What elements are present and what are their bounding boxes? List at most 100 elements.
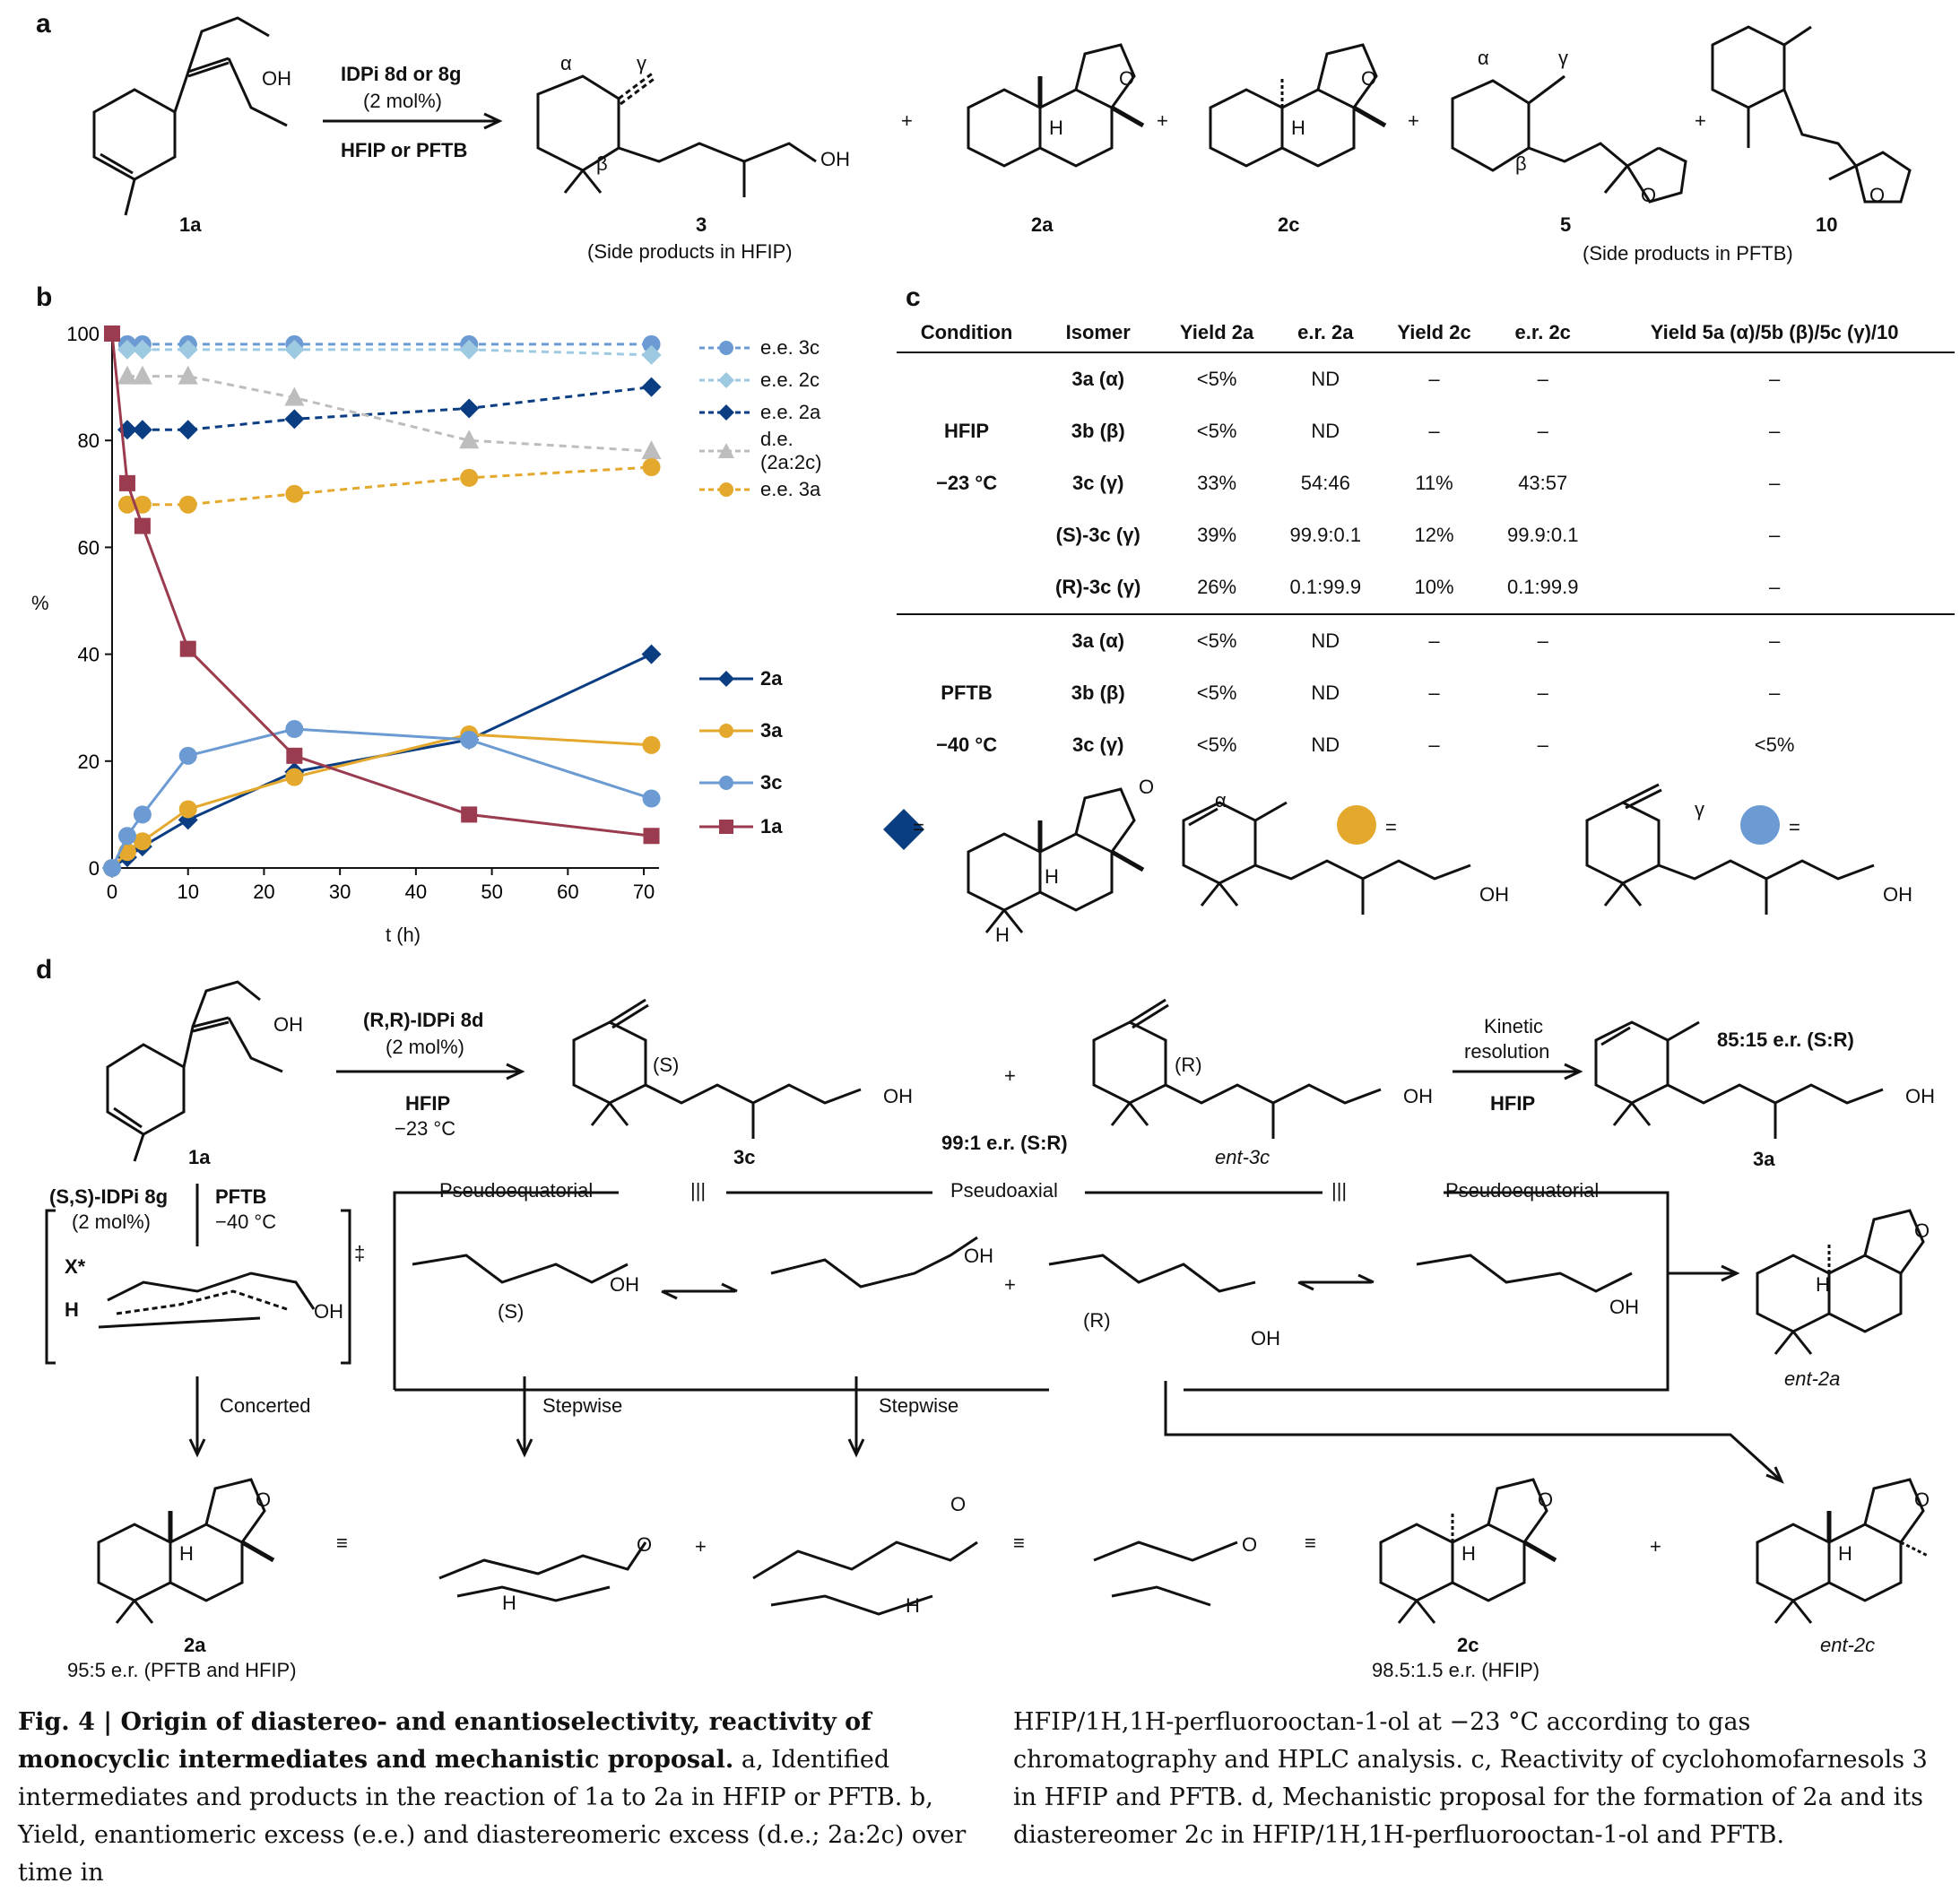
data-point — [118, 474, 135, 491]
plus-2: + — [1157, 109, 1168, 132]
x-tick-label: 70 — [633, 881, 655, 903]
x-tick-label: 20 — [253, 881, 274, 903]
plus-4: + — [1695, 109, 1706, 132]
legend-item-ee3c: e.e. 3c — [699, 332, 879, 364]
x-tick-label: 40 — [405, 881, 427, 903]
series-3c — [103, 720, 661, 877]
note-10: (Side products in PFTB) — [1583, 242, 1793, 265]
data-point — [133, 495, 152, 514]
table-cell-condition — [897, 509, 1036, 561]
data-point — [461, 806, 478, 823]
data-point — [284, 386, 305, 406]
table-body: 3a (α) <5% ND – – – HFIP 3b (β) <5% ND – – – −23 °C 3c… — [897, 352, 1955, 771]
d-label-3a: 3a — [1753, 1148, 1775, 1170]
d-h-ent2c: H — [1838, 1542, 1852, 1565]
data-point — [460, 730, 479, 749]
series-line — [126, 465, 652, 507]
data-point — [642, 458, 661, 476]
data-point — [133, 805, 152, 824]
d-label-3c: 3c — [733, 1146, 756, 1168]
d-reagent1-amt: (2 mol%) — [386, 1036, 465, 1058]
data-point — [641, 440, 662, 460]
th-isomer: Isomer — [1065, 321, 1131, 343]
data-point — [104, 325, 120, 342]
table-cell: 3a (α) — [1071, 629, 1125, 652]
table-cell: <5% — [1196, 733, 1237, 756]
plus-1: + — [901, 109, 913, 132]
d-label-2a: 2a — [184, 1634, 206, 1656]
time-course-chart: 0 20 40 60 80 100 0 10 20 30 40 50 60 70 — [66, 323, 662, 903]
legend-label-ee2a: e.e. 2a — [760, 401, 821, 423]
table-cell: 10% — [1414, 576, 1454, 598]
d-h-2a: H — [179, 1542, 194, 1565]
caption-right: HFIP/1H,1H-perfluorooctan-1-ol at −23 °C… — [1013, 1708, 1928, 1849]
legend-item-de: d.e. (2a:2c) — [699, 428, 879, 473]
d-pseudo-ax: Pseudoaxial — [950, 1179, 1058, 1202]
chart-series — [102, 325, 662, 878]
table-cell-condition — [897, 561, 1036, 614]
legend-label-1a: 1a — [760, 815, 783, 838]
x-tick-label: 50 — [481, 881, 502, 903]
d-plus-2: + — [1004, 1273, 1016, 1296]
d-conf-oh-2: OH — [964, 1245, 993, 1267]
d-equiv-2: ||| — [1331, 1179, 1348, 1202]
data-point — [117, 365, 137, 385]
data-point — [117, 495, 136, 514]
legend-label-ee3c: e.e. 3c — [760, 336, 820, 359]
table-cell: 99.9:0.1 — [1289, 524, 1362, 546]
table-row: (S)-3c (γ) 39% 99.9:0.1 12% 99.9:0.1 – — [897, 509, 1955, 561]
data-point — [284, 409, 305, 430]
table-cell: 3c (γ) — [1071, 472, 1124, 494]
table-cell: ND — [1311, 733, 1340, 756]
reagent-line1: IDPi 8d or 8g — [341, 63, 462, 85]
d-ts-x: X* — [65, 1255, 86, 1278]
alpha-label-5: α — [1478, 47, 1489, 69]
table-cell: – — [1537, 368, 1548, 390]
table-cell: (S)-3c (γ) — [1055, 524, 1140, 546]
table-cell: – — [1768, 472, 1781, 494]
data-point — [460, 468, 479, 487]
d-h-ent2a: H — [1816, 1273, 1830, 1296]
series-1a — [104, 325, 660, 845]
table-cell: <5% — [1196, 629, 1237, 652]
h-label-2a: H — [1049, 117, 1063, 139]
key-h2: H — [995, 924, 1010, 946]
table-row: HFIP 3b (β) <5% ND – – – — [897, 405, 1955, 457]
data-point — [285, 720, 304, 739]
series-e-e-2c — [117, 339, 662, 365]
data-point — [178, 495, 197, 514]
table-cell: 11% — [1415, 472, 1453, 494]
data-point — [643, 828, 660, 845]
data-point — [284, 339, 305, 360]
d-solvent1: HFIP — [405, 1092, 451, 1115]
d-ts-dagger: ‡ — [354, 1242, 366, 1264]
table-cell: – — [1537, 681, 1548, 704]
th-yield5: Yield 5a (α)/5b (β)/5c (γ)/10 — [1650, 321, 1899, 343]
table-row: PFTB 3b (β) <5% ND – – – — [897, 667, 1955, 719]
d-h-sketch1: H — [502, 1592, 516, 1614]
chart-y-label: % — [31, 592, 49, 614]
legend-item-1a: 1a — [699, 809, 879, 845]
label-10: 10 — [1816, 213, 1838, 236]
d-equiv-1: ||| — [690, 1179, 707, 1202]
y-tick-label: 60 — [78, 536, 100, 559]
d-h-sketch2: H — [906, 1594, 920, 1617]
panel-d-letter: d — [36, 955, 53, 985]
table-cell: 33% — [1197, 472, 1237, 494]
o-label-2a: O — [1119, 67, 1135, 90]
y-tick-label: 20 — [78, 751, 100, 773]
data-point — [117, 827, 136, 846]
d-equiv-sym-2: ≡ — [1013, 1532, 1025, 1554]
table-header-row: Condition Isomer Yield 2a e.r. 2a Yield … — [897, 314, 1955, 352]
table-cell: – — [1768, 420, 1781, 442]
panel-a-scheme — [92, 16, 1912, 216]
label-2c: 2c — [1278, 213, 1300, 236]
d-oh-3a: OH — [1905, 1085, 1935, 1107]
y-tick-label: 100 — [66, 323, 100, 345]
beta-label-5: β — [1515, 152, 1527, 175]
table-cell: ND — [1311, 629, 1340, 652]
table-cell: 3b (β) — [1071, 420, 1125, 442]
table-cell: 3c (γ) — [1071, 733, 1124, 756]
d-reagent2-amt: (2 mol%) — [72, 1211, 152, 1233]
reagent-solvent: HFIP or PFTB — [341, 139, 468, 161]
